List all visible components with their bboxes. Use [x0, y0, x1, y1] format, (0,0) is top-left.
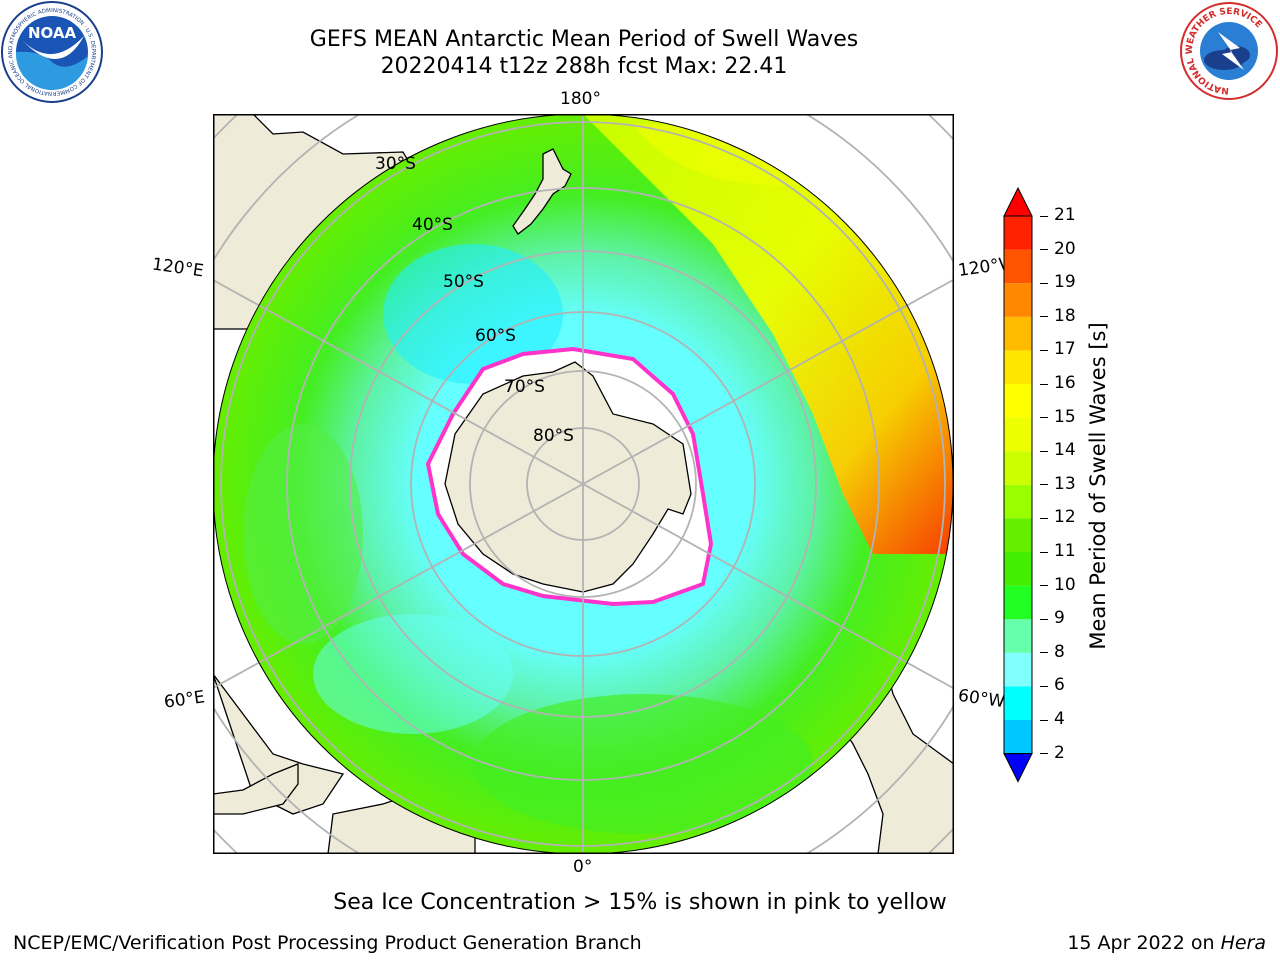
colorbar-segment [1004, 720, 1032, 754]
colorbar-tick-label: 6 [1054, 675, 1065, 696]
colorbar-tick-mark [1040, 417, 1048, 419]
colorbar-tick-mark [1040, 383, 1048, 385]
colorbar-tick-label: 8 [1054, 641, 1065, 662]
colorbar-segment [1004, 484, 1032, 519]
colorbar-tick-mark [1040, 517, 1048, 519]
graticule [213, 114, 954, 854]
colorbar-tick-label: 13 [1054, 473, 1076, 494]
map-subtitle: 20220414 t12z 288h fcst Max: 22.41 [380, 54, 788, 79]
colorbar-tick-label: 15 [1054, 406, 1076, 427]
island-landmass [213, 763, 299, 815]
colorbar-tick-label: 9 [1054, 608, 1065, 629]
lat-label-30s: 30°S [375, 154, 416, 174]
lon-label-0: 0° [573, 857, 593, 877]
colorbar-tick-mark [1040, 282, 1048, 284]
colorbar-tick-label: 4 [1054, 709, 1065, 729]
lon-label-180: 180° [560, 89, 601, 109]
colorbar-label: Mean Period of Swell Waves [s] [1086, 322, 1110, 650]
lon-label-120e: 120°E [150, 254, 205, 282]
colorbar-over-extend [1003, 186, 1033, 217]
colorbar-tick-label: 14 [1054, 440, 1076, 461]
antarctica-landmass [444, 361, 692, 593]
polar-map: 30°S 40°S 50°S 60°S 70°S 80°S [213, 114, 954, 854]
credit-line: NCEP/EMC/Verification Post Processing Pr… [13, 932, 642, 954]
colorbar-segment [1004, 316, 1032, 351]
colorbar-segment [1004, 451, 1032, 485]
colorbar-segment [1004, 283, 1032, 317]
colorbar-tick-mark [1040, 316, 1048, 318]
lat-label-40s: 40°S [412, 215, 453, 235]
colorbar-under-extend [1003, 753, 1033, 783]
colorbar-tick-mark [1040, 450, 1048, 452]
madagascar-landmass [213, 673, 345, 815]
colorbar-tick-mark [1040, 753, 1048, 755]
lat-label-80s: 80°S [533, 426, 574, 446]
colorbar-tick-mark [1040, 585, 1048, 587]
colorbar-tick-mark [1040, 618, 1048, 620]
colorbar [1003, 186, 1033, 783]
map-border [213, 114, 954, 854]
colorbar-tick-label: 17 [1054, 339, 1076, 360]
sea-ice-note: Sea Ice Concentration > 15% is shown in … [333, 890, 947, 915]
colorbar-tick-mark [1040, 249, 1048, 251]
colorbar-tick-mark [1040, 349, 1048, 351]
date-line: 15 Apr 2022 on Hera [1067, 932, 1266, 954]
colorbar-tick-label: 2 [1054, 742, 1065, 763]
colorbar-tick-mark [1040, 551, 1048, 553]
colorbar-segment [1004, 417, 1032, 452]
lat-label-50s: 50°S [443, 272, 484, 292]
colorbar-frame [1003, 215, 1033, 755]
map-title: GEFS MEAN Antarctic Mean Period of Swell… [309, 27, 859, 52]
lon-label-60e: 60°E [162, 687, 207, 713]
colorbar-segment [1004, 249, 1032, 284]
colorbar-segment [1004, 619, 1032, 653]
colorbar-tick-mark [1040, 484, 1048, 486]
colorbar-tick-mark [1040, 685, 1048, 687]
noaa-wordmark: NOAA [28, 24, 77, 42]
host-name: Hera [1220, 932, 1266, 954]
colorbar-tick-label: 16 [1054, 373, 1076, 393]
noaa-logo: NATIONAL OCEANIC AND ATMOSPHERIC ADMINIS… [0, 0, 103, 103]
colorbar-tick-mark [1040, 215, 1048, 217]
colorbar-tick-label: 10 [1054, 574, 1076, 595]
colorbar-tick-mark [1040, 652, 1048, 654]
colorbar-tick-label: 11 [1054, 541, 1076, 561]
colorbar-tick-label: 21 [1054, 205, 1076, 225]
colorbar-tick-label: 19 [1054, 272, 1076, 293]
colorbar-tick-label: 12 [1054, 507, 1076, 528]
colorbar-tick-label: 18 [1054, 305, 1076, 326]
colorbar-segment [1004, 652, 1032, 687]
colorbar-segment [1004, 350, 1032, 384]
colorbar-segment [1004, 686, 1032, 720]
colorbar-tick-label: 20 [1054, 238, 1076, 259]
colorbar-segment [1004, 384, 1032, 418]
colorbar-segment [1004, 518, 1032, 552]
lat-label-70s: 70°S [504, 377, 545, 397]
colorbar-segment [1004, 216, 1032, 250]
nws-logo: NATIONAL WEATHER SERVICE [1180, 2, 1278, 100]
lat-label-60s: 60°S [475, 326, 516, 346]
colorbar-tick-mark [1040, 719, 1048, 721]
colorbar-segment [1004, 585, 1032, 620]
date-text: 15 Apr 2022 on [1067, 932, 1215, 954]
long-period-swell-region [583, 114, 953, 554]
colorbar-segment [1004, 552, 1032, 586]
